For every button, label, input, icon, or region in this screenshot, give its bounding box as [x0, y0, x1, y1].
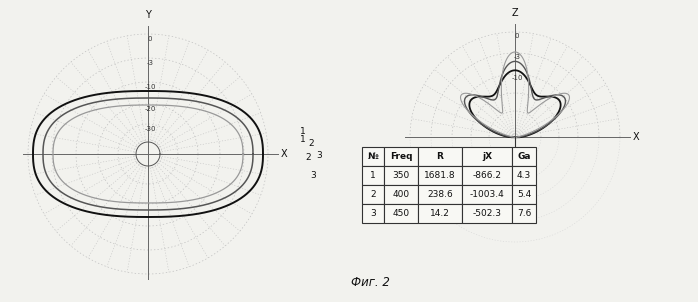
Bar [512, 166, 536, 185]
Bar [362, 204, 384, 223]
Bar [362, 147, 384, 166]
Bar [418, 147, 462, 166]
Text: 7.6: 7.6 [517, 209, 531, 218]
Text: 1: 1 [370, 171, 376, 180]
Bar [418, 204, 462, 223]
Bar [462, 166, 512, 185]
Text: -1003.4: -1003.4 [470, 190, 505, 199]
Text: Freq: Freq [389, 152, 413, 161]
Text: 3: 3 [310, 172, 315, 181]
Bar [362, 166, 384, 185]
Text: 4.3: 4.3 [517, 171, 531, 180]
Bar [384, 147, 418, 166]
Bar [384, 185, 418, 204]
Text: -3: -3 [514, 54, 521, 60]
Text: Y: Y [145, 10, 151, 20]
Text: 2: 2 [370, 190, 376, 199]
Text: R: R [436, 152, 443, 161]
Bar [384, 166, 418, 185]
Text: -866.2: -866.2 [473, 171, 501, 180]
Text: -30: -30 [144, 126, 156, 132]
Text: jX: jX [482, 152, 492, 161]
Text: 450: 450 [392, 209, 410, 218]
Text: -3: -3 [147, 60, 154, 66]
Text: №: № [368, 152, 378, 161]
Bar [512, 147, 536, 166]
Text: -10: -10 [144, 84, 156, 90]
Text: 1: 1 [300, 136, 306, 144]
Text: -502.3: -502.3 [473, 209, 501, 218]
Text: 350: 350 [392, 171, 410, 180]
Text: 238.6: 238.6 [427, 190, 453, 199]
Text: 3: 3 [316, 150, 322, 159]
Text: X: X [281, 149, 288, 159]
Text: 2: 2 [305, 153, 311, 162]
Text: 3: 3 [370, 209, 376, 218]
Text: X: X [633, 132, 639, 142]
Text: 1681.8: 1681.8 [424, 171, 456, 180]
Text: 5.4: 5.4 [517, 190, 531, 199]
Text: -20: -20 [144, 106, 156, 112]
Bar [418, 185, 462, 204]
Text: 2: 2 [308, 140, 313, 149]
Text: 0: 0 [514, 33, 519, 39]
Bar [462, 204, 512, 223]
Bar [512, 204, 536, 223]
Text: 400: 400 [392, 190, 410, 199]
Bar [462, 185, 512, 204]
Text: Ga: Ga [517, 152, 530, 161]
Text: Фиг. 2: Фиг. 2 [350, 275, 389, 288]
Bar [462, 147, 512, 166]
Bar [512, 185, 536, 204]
Bar [418, 166, 462, 185]
Text: 14.2: 14.2 [430, 209, 450, 218]
Bar [384, 204, 418, 223]
Text: -10: -10 [511, 75, 523, 81]
Bar [362, 185, 384, 204]
Text: 0: 0 [148, 36, 152, 42]
Text: 1: 1 [300, 127, 306, 137]
Text: Z: Z [512, 8, 519, 18]
